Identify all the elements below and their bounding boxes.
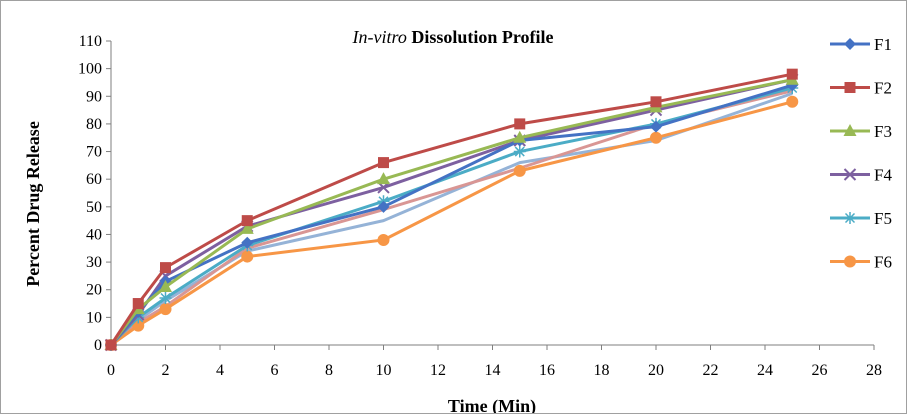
legend-item-f2: F2 [830, 79, 892, 98]
y-tick-label: 70 [86, 144, 102, 161]
legend-label-f6: F6 [874, 253, 892, 272]
series-line-f1 [109, 83, 793, 346]
x-tick-label: 20 [648, 362, 664, 379]
data-point-f2 [378, 157, 389, 169]
x-axis-title: Time (Min) [448, 396, 536, 413]
legend-label-f1: F1 [874, 35, 892, 54]
x-tick-label: 24 [757, 362, 773, 379]
y-tick-label: 100 [78, 61, 102, 78]
x-tick-label: 22 [703, 362, 719, 379]
chart-title-rest: Dissolution Profile [407, 27, 554, 47]
series-layer [104, 68, 799, 352]
legend-marker-f4 [843, 168, 857, 181]
data-point-f2 [650, 96, 662, 108]
data-point-f3 [513, 130, 527, 143]
data-point-f6 [132, 319, 145, 332]
data-point-f3 [240, 221, 254, 234]
y-tick-label: 50 [86, 199, 102, 216]
y-tick-label: 30 [86, 254, 102, 271]
series-line-f3 [109, 78, 793, 346]
x-tick-label: 18 [594, 362, 610, 379]
series-line-f2 [109, 72, 793, 346]
data-point-f6 [159, 303, 172, 316]
series-f5 [105, 81, 799, 351]
legend-marker-f2 [844, 82, 856, 93]
data-point-f1 [650, 120, 662, 133]
chart-title-italic: In-vitro [352, 27, 407, 47]
y-axis-title: Percent Drug Release [23, 121, 43, 287]
data-point-f6 [241, 250, 254, 263]
x-tick-label: 28 [866, 362, 882, 379]
y-tick-label: 0 [94, 337, 102, 354]
series-line-f4 [109, 78, 793, 347]
legend-label-f4: F4 [874, 166, 892, 185]
x-tick-label: 6 [271, 362, 279, 379]
data-point-f6 [650, 131, 662, 144]
series-series-7 [109, 92, 793, 347]
series-f1 [105, 79, 799, 351]
x-tick-label: 14 [485, 362, 501, 379]
data-point-f2 [786, 68, 798, 80]
legend-item-f1: F1 [830, 35, 892, 54]
legend-marker-f5 [844, 212, 856, 224]
series-line-f5 [109, 86, 793, 347]
legend-item-f3: F3 [830, 122, 892, 141]
x-tick-label: 8 [325, 362, 333, 379]
data-point-f2 [160, 262, 171, 274]
legend-marker-f3 [843, 124, 857, 136]
y-tick-label: 20 [86, 282, 102, 299]
data-point-f3 [377, 172, 390, 185]
data-point-f1 [241, 236, 254, 249]
legend-label-f3: F3 [874, 122, 892, 141]
data-point-f1 [377, 200, 390, 213]
x-tick-label: 10 [376, 362, 392, 379]
series-f6 [105, 95, 799, 351]
chart-title: In-vitro Dissolution Profile [352, 27, 554, 47]
x-tick-label: 0 [107, 362, 115, 379]
legend: F1 F2 F3 F4 F5 F6 [830, 35, 892, 272]
legend-marker-f6 [844, 255, 856, 268]
y-tick-label: 80 [86, 116, 102, 133]
data-point-f6 [377, 233, 390, 246]
y-tick-label: 60 [86, 171, 102, 188]
legend-item-f6: F6 [830, 253, 892, 272]
legend-label-f5: F5 [874, 209, 892, 228]
data-point-f2 [105, 339, 117, 351]
series-line-f6 [110, 100, 793, 347]
y-tick-label: 10 [86, 309, 102, 326]
x-tick-label: 4 [216, 362, 224, 379]
data-point-f2 [132, 298, 144, 310]
x-tick-label: 12 [430, 362, 446, 379]
legend-marker-f1 [844, 38, 856, 50]
y-tick-label: 90 [86, 88, 102, 105]
series-line-series-7 [109, 92, 793, 347]
y-tick-label: 40 [86, 226, 102, 243]
data-point-f2 [241, 215, 253, 227]
series-f2 [105, 68, 798, 351]
legend-item-f4: F4 [830, 166, 892, 185]
data-point-f6 [786, 95, 799, 108]
x-tick-label: 16 [539, 362, 555, 379]
data-point-f3 [159, 279, 172, 292]
data-point-f6 [513, 164, 526, 177]
data-point-f2 [514, 118, 526, 130]
data-point-f5 [159, 292, 172, 305]
legend-label-f2: F2 [874, 79, 892, 98]
legend-item-f5: F5 [830, 209, 892, 228]
x-tick-label: 26 [812, 362, 828, 379]
y-tick-label: 110 [79, 33, 102, 50]
x-tick-label: 2 [162, 362, 170, 379]
data-point-f5 [513, 145, 526, 158]
